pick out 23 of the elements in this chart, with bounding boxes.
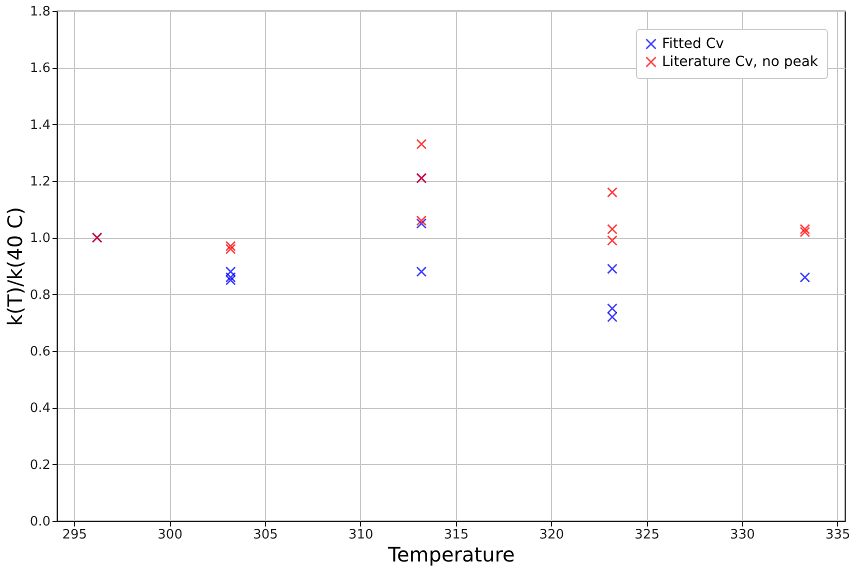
legend-label: Literature Cv, no peak: [662, 54, 819, 70]
y-tick-label: 0.0: [30, 514, 50, 530]
y-axis-title: k(T)/k(40 C): [2, 206, 27, 326]
x-tick-label: 305: [253, 528, 278, 542]
x-tick-label: 300: [158, 528, 182, 542]
y-tick-label: 1.6: [30, 61, 50, 76]
x-tick-label: 330: [730, 528, 755, 542]
y-tick-label: 0.4: [30, 401, 50, 416]
y-tick-label: 1.0: [30, 231, 50, 246]
y-tick-label: 0.2: [30, 458, 50, 473]
x-tick-label: 315: [444, 528, 469, 542]
x-tick-label: 325: [634, 528, 660, 542]
legend-label: Fitted Cv: [662, 36, 724, 52]
x-tick-label: 310: [348, 528, 374, 542]
x-tick-label: 320: [539, 528, 564, 542]
x-tick-label: 335: [825, 528, 850, 542]
x-axis-title: Temperature: [387, 542, 515, 566]
y-tick-label: 1.4: [30, 118, 50, 133]
y-tick-label: 0.6: [30, 344, 50, 360]
y-tick-label: 1.2: [30, 174, 50, 190]
x-tick-label: 295: [62, 528, 88, 542]
y-tick-label: 1.8: [30, 4, 50, 20]
y-tick-label: 0.8: [30, 288, 50, 303]
